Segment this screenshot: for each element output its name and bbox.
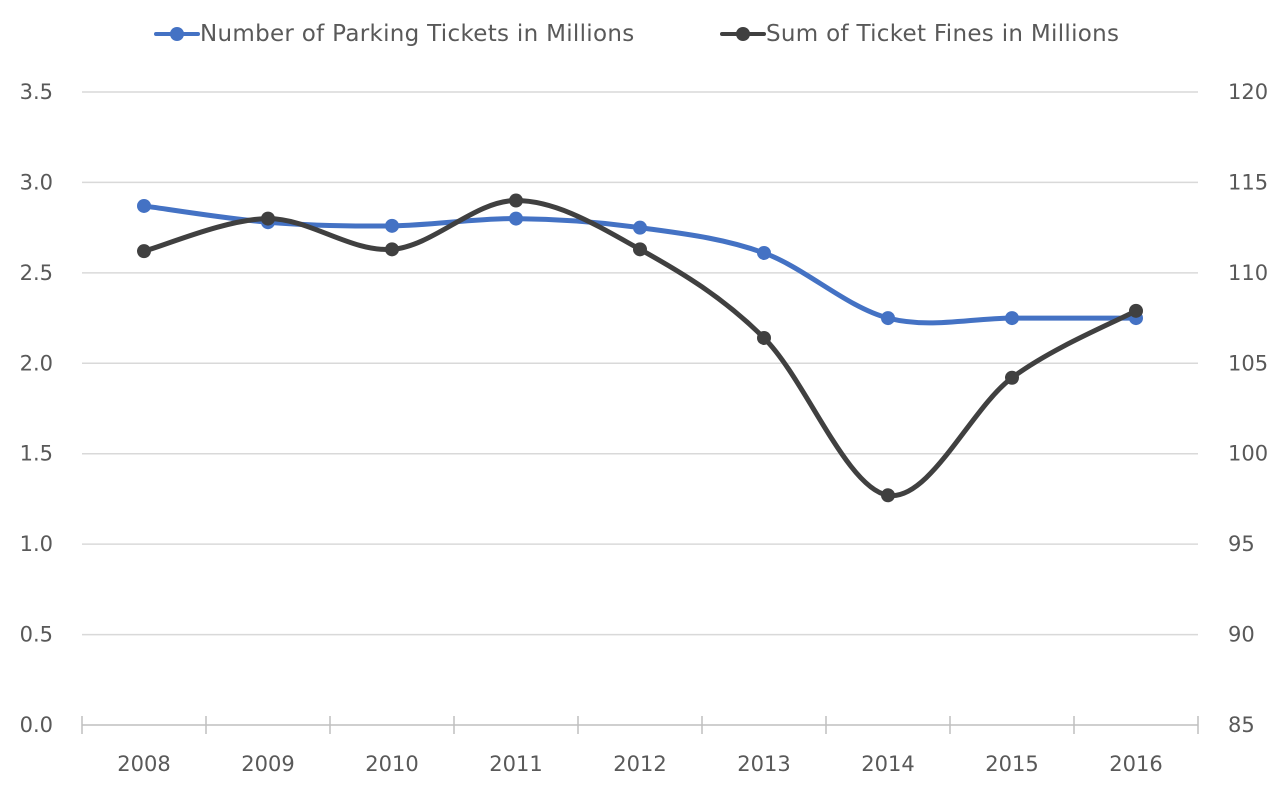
- y-left-tick-label: 3.0: [20, 170, 53, 194]
- y-right-tick-label: 90: [1228, 623, 1255, 647]
- legend-item-fines: Sum of Ticket Fines in Millions: [720, 18, 1119, 50]
- legend-label-fines: Sum of Ticket Fines in Millions: [766, 21, 1120, 47]
- legend-item-tickets: Number of Parking Tickets in Millions: [154, 18, 635, 50]
- data-point-fines: [1005, 370, 1019, 385]
- y-left-tick-label: 3.5: [20, 80, 53, 104]
- x-tick-label: 2016: [1109, 752, 1162, 776]
- x-tick-label: 2014: [861, 752, 914, 776]
- data-point-fines: [261, 211, 275, 226]
- legend-swatch-fines: [720, 18, 766, 50]
- x-tick-label: 2011: [489, 752, 542, 776]
- data-point-tickets: [385, 218, 399, 233]
- y-right-tick-label: 100: [1228, 442, 1268, 466]
- data-point-fines: [137, 244, 151, 259]
- legend-marker-tickets: [170, 27, 184, 41]
- y-left-tick-label: 2.0: [20, 351, 53, 375]
- y-left-tick-label: 0.0: [20, 713, 53, 737]
- data-point-fines: [757, 330, 771, 345]
- x-tick-label: 2015: [985, 752, 1038, 776]
- data-point-fines: [881, 488, 895, 503]
- data-point-fines: [509, 193, 523, 208]
- data-point-fines: [633, 242, 647, 257]
- data-point-tickets: [757, 245, 771, 260]
- data-point-fines: [385, 242, 399, 257]
- legend-label-tickets: Number of Parking Tickets in Millions: [200, 21, 635, 47]
- x-tick-label: 2012: [613, 752, 666, 776]
- x-tick-label: 2009: [241, 752, 294, 776]
- data-point-tickets: [1005, 311, 1019, 326]
- legend: Number of Parking Tickets in Millions Su…: [0, 18, 1287, 50]
- y-right-tick-label: 105: [1228, 351, 1268, 375]
- y-right-tick-label: 110: [1228, 261, 1268, 285]
- y-right-tick-label: 95: [1228, 532, 1255, 556]
- legend-swatch-tickets: [154, 18, 200, 50]
- y-left-tick-label: 1.5: [20, 442, 53, 466]
- x-tick-label: 2010: [365, 752, 418, 776]
- legend-marker-fines: [736, 27, 750, 41]
- y-left-tick-label: 2.5: [20, 261, 53, 285]
- series-line-fines: [141, 198, 1139, 498]
- y-left-tick-label: 0.5: [20, 623, 53, 647]
- y-right-tick-label: 115: [1228, 170, 1268, 194]
- y-left-tick-label: 1.0: [20, 532, 53, 556]
- data-point-tickets: [137, 198, 151, 213]
- x-tick-label: 2008: [117, 752, 170, 776]
- data-point-fines: [1129, 303, 1143, 318]
- data-point-tickets: [509, 211, 523, 226]
- x-tick-label: 2013: [737, 752, 790, 776]
- y-right-tick-label: 120: [1228, 80, 1268, 104]
- y-right-tick-label: 85: [1228, 713, 1255, 737]
- data-point-tickets: [881, 311, 895, 326]
- data-point-tickets: [633, 220, 647, 235]
